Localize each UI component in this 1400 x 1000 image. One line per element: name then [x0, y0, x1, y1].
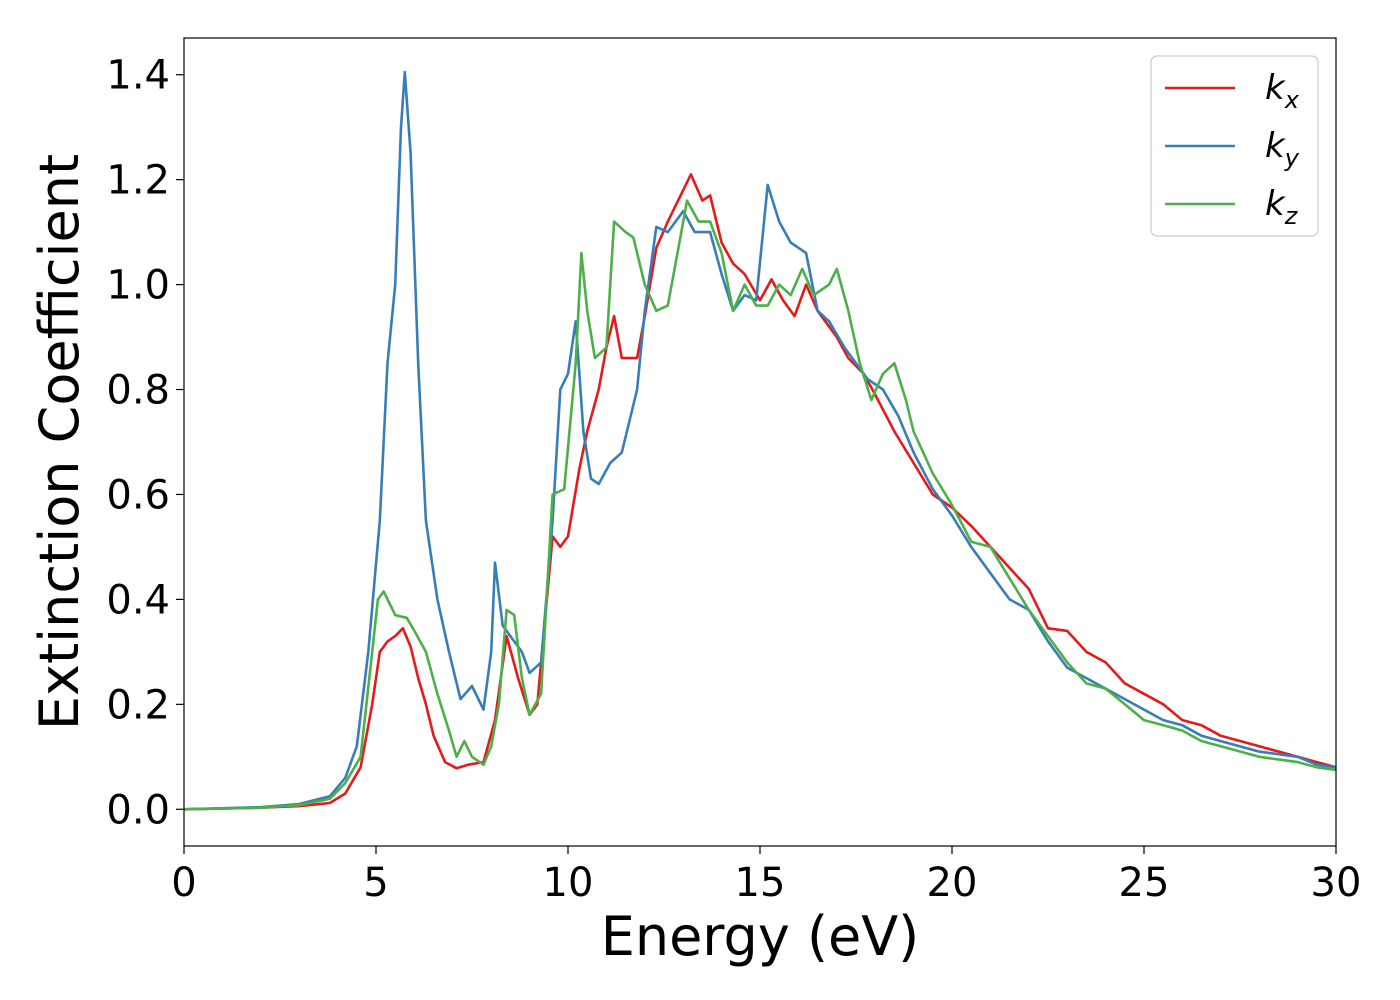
- x-tick-label: 30: [1311, 860, 1362, 906]
- plot-lines: [183, 70, 1337, 811]
- y-tick-label: 1.4: [106, 53, 170, 99]
- legend-label: kx: [1265, 68, 1300, 114]
- y-tick-label: 0.4: [106, 577, 170, 623]
- legend-label: kz: [1265, 184, 1299, 230]
- legend: kx ky kz: [1150, 55, 1319, 237]
- y-tick-label: 0.0: [106, 787, 170, 833]
- y-tick-label: 1.2: [106, 158, 170, 204]
- x-axis: 0 5 10 15 20 25 30: [171, 846, 1361, 906]
- y-axis-label: Extinction Coefficient: [28, 154, 91, 730]
- series-line-k-x: [183, 173, 1337, 811]
- series-line-k-y: [183, 70, 1337, 811]
- x-axis-label: Energy (eV): [601, 905, 920, 968]
- x-tick-label: 5: [363, 860, 388, 906]
- y-tick-label: 0.8: [106, 368, 170, 414]
- x-tick-label: 20: [927, 860, 978, 906]
- legend-label: ky: [1265, 126, 1300, 172]
- y-tick-label: 1.0: [106, 263, 170, 309]
- y-tick-label: 0.6: [106, 472, 170, 518]
- y-axis: 0.0 0.2 0.4 0.6 0.8 1.0 1.2 1.4: [106, 53, 184, 833]
- series-line-k-z: [183, 199, 1337, 811]
- x-tick-label: 10: [543, 860, 594, 906]
- x-tick-label: 15: [735, 860, 786, 906]
- x-tick-label: 0: [171, 860, 196, 906]
- y-tick-label: 0.2: [106, 682, 170, 728]
- x-tick-label: 25: [1119, 860, 1170, 906]
